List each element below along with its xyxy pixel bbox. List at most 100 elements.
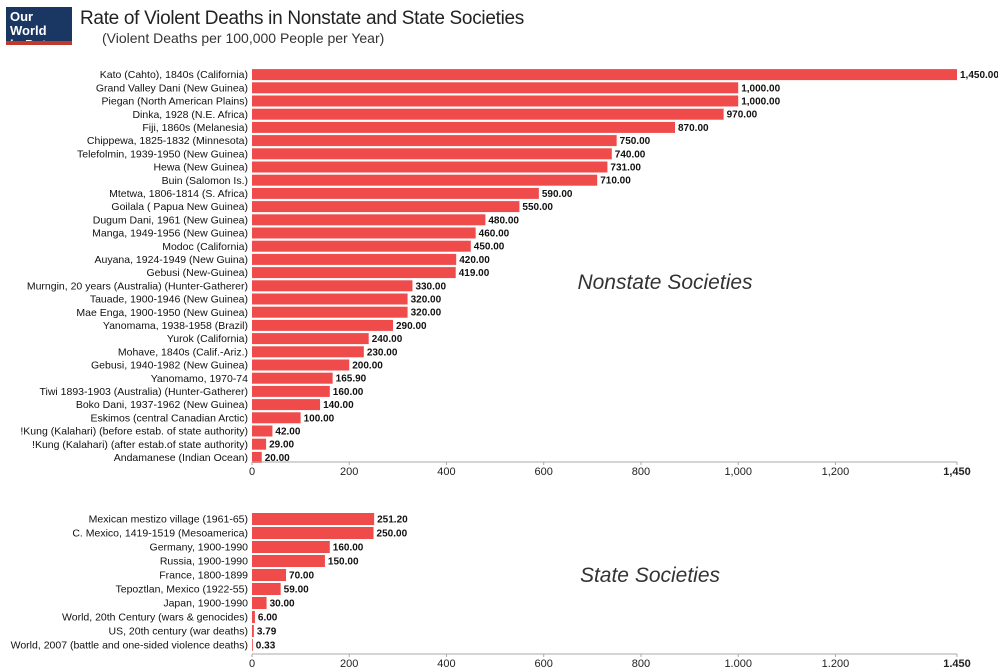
- x-tick-label: 600: [535, 658, 553, 667]
- category-label: Murngin, 20 years (Australia) (Hunter-Ga…: [27, 280, 248, 292]
- x-tick-label: 1,200: [822, 466, 850, 478]
- x-tick-label: 1,000: [724, 658, 752, 667]
- x-tick-label: 1,450: [943, 466, 971, 478]
- category-label: Dinka, 1928 (N.E. Africa): [132, 109, 248, 121]
- x-tick-label: 0: [249, 466, 255, 478]
- value-label: 150.00: [328, 557, 359, 568]
- value-label: 970.00: [727, 110, 758, 121]
- category-label: Yanomama, 1938-1958 (Brazil): [103, 320, 248, 332]
- bar: [252, 438, 267, 450]
- value-label: 460.00: [479, 229, 510, 240]
- category-label: Dugum Dani, 1961 (New Guinea): [93, 214, 248, 226]
- logo-line-1: Our World: [10, 9, 47, 38]
- bar: [252, 597, 267, 609]
- x-tick-label: 1,200: [822, 658, 850, 667]
- value-label: 70.00: [289, 571, 314, 582]
- bar: [252, 240, 471, 252]
- value-label: 160.00: [333, 543, 364, 554]
- value-label: 731.00: [610, 163, 641, 174]
- value-label: 250.00: [377, 529, 408, 540]
- value-label: 100.00: [304, 413, 335, 424]
- category-label: Japan, 1900-1990: [163, 598, 248, 610]
- category-label: Grand Valley Dani (New Guinea): [96, 82, 248, 94]
- value-label: 330.00: [415, 281, 446, 292]
- bar: [252, 385, 330, 397]
- value-label: 420.00: [459, 255, 490, 266]
- logo-accent-bar: [6, 41, 72, 45]
- category-label: Mohave, 1840s (Calif.-Ariz.): [118, 346, 248, 358]
- owid-logo: Our World in Data: [6, 7, 72, 52]
- category-label: Manga, 1949-1956 (New Guinea): [92, 228, 248, 240]
- bar: [252, 108, 724, 120]
- bar: [252, 148, 612, 160]
- bar: [252, 611, 255, 623]
- category-label: Yanomamo, 1970-74: [151, 373, 248, 385]
- value-label: 200.00: [352, 361, 383, 372]
- bar: [252, 293, 408, 305]
- value-label: 240.00: [372, 334, 403, 345]
- value-label: 450.00: [474, 242, 505, 253]
- bar: [252, 399, 321, 411]
- category-label: Piegan (North American Plains): [102, 96, 248, 108]
- value-label: 29.00: [269, 440, 294, 451]
- bar: [252, 527, 374, 539]
- bar: [252, 214, 486, 226]
- category-label: Chippewa, 1825-1832 (Minnesota): [87, 135, 248, 147]
- bar: [252, 135, 617, 147]
- bar: [252, 625, 254, 637]
- bar: [252, 425, 273, 437]
- category-label: Boko Dani, 1937-1962 (New Guinea): [76, 399, 248, 411]
- bar: [252, 333, 369, 345]
- x-tick-label: 800: [632, 466, 650, 478]
- category-label: Tepoztlan, Mexico (1922-55): [116, 584, 249, 596]
- x-tick-label: 600: [535, 466, 553, 478]
- category-label: Auyana, 1924-1949 (New Guina): [94, 254, 248, 266]
- category-label: C. Mexico, 1419-1519 (Mesoamerica): [72, 528, 248, 540]
- value-label: 1,000.00: [741, 83, 780, 94]
- value-label: 1,000.00: [741, 97, 780, 108]
- value-label: 870.00: [678, 123, 709, 134]
- bar: [252, 280, 413, 292]
- category-label: Germany, 1900-1990: [150, 542, 249, 554]
- value-label: 320.00: [411, 295, 442, 306]
- bar: [252, 227, 476, 239]
- category-label: Mtetwa, 1806-1814 (S. Africa): [109, 188, 248, 200]
- category-label: Andamanese (Indian Ocean): [114, 452, 248, 464]
- value-label: 320.00: [411, 308, 442, 319]
- category-label: France, 1800-1899: [159, 570, 248, 582]
- value-label: 750.00: [620, 136, 651, 147]
- bar: [252, 451, 262, 463]
- category-label: Mae Enga, 1900-1950 (New Guinea): [76, 307, 248, 319]
- bar: [252, 95, 739, 107]
- category-label: !Kung (Kalahari) (after estab.of state a…: [32, 439, 248, 451]
- value-label: 30.00: [270, 599, 295, 610]
- category-label: Gebusi (New-Guinea): [146, 267, 248, 279]
- value-label: 480.00: [488, 215, 519, 226]
- value-label: 0.33: [256, 641, 276, 652]
- value-label: 290.00: [396, 321, 427, 332]
- value-label: 550.00: [522, 202, 553, 213]
- x-tick-label: 400: [437, 466, 455, 478]
- bar: [252, 346, 364, 358]
- x-tick-label: 800: [632, 658, 650, 667]
- category-label: Buin (Salomon Is.): [162, 175, 248, 187]
- bar: [252, 161, 608, 173]
- value-label: 6.00: [258, 613, 278, 624]
- bar: [252, 372, 333, 384]
- x-tick-label: 400: [437, 658, 455, 667]
- category-label: !Kung (Kalahari) (before estab. of state…: [20, 426, 248, 438]
- category-label: Yurok (California): [167, 333, 248, 345]
- value-label: 590.00: [542, 189, 573, 200]
- value-label: 140.00: [323, 400, 354, 411]
- bar: [252, 541, 330, 553]
- value-label: 165.90: [336, 374, 367, 385]
- bar: [252, 187, 539, 199]
- value-label: 42.00: [275, 427, 300, 438]
- category-label: Goilala ( Papua New Guinea): [111, 201, 248, 213]
- value-label: 1,450.00: [960, 70, 998, 81]
- category-label: Kato (Cahto), 1840s (California): [100, 69, 248, 81]
- bar: [252, 82, 739, 94]
- chart-subtitle: (Violent Deaths per 100,000 People per Y…: [102, 30, 385, 46]
- value-label: 710.00: [600, 176, 631, 187]
